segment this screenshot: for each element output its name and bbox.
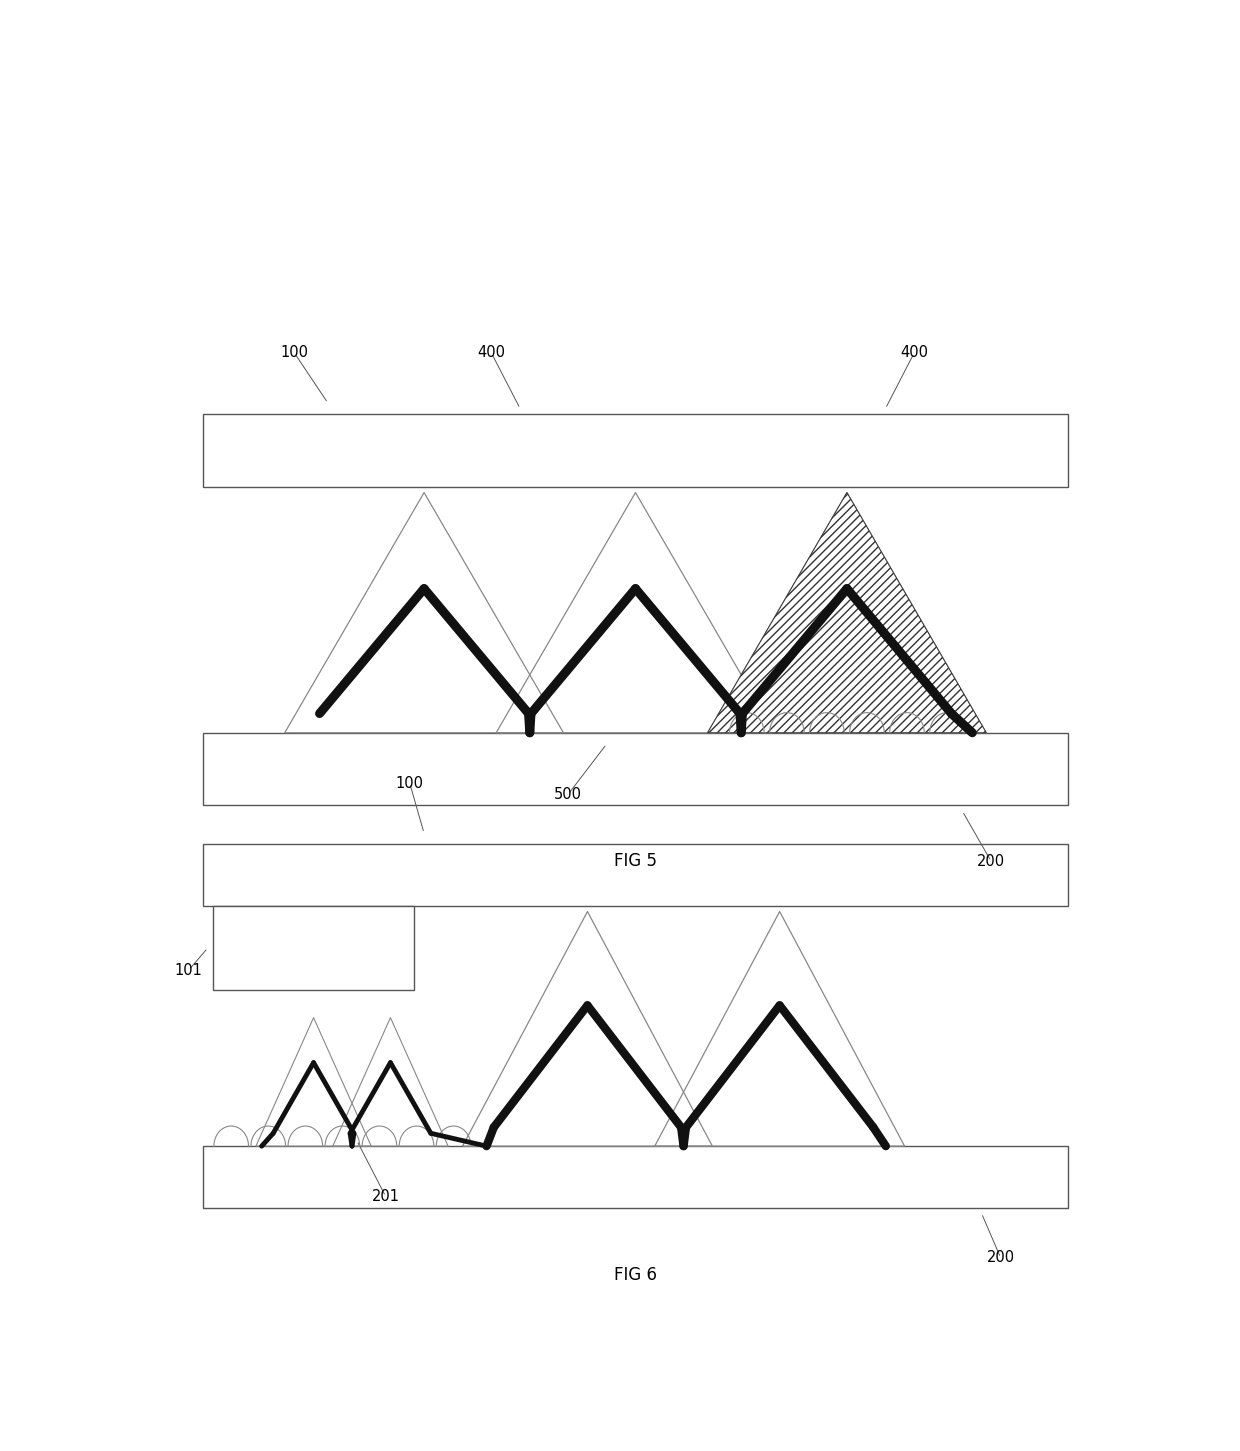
Text: FIG 5: FIG 5 (614, 852, 657, 871)
Text: 201: 201 (372, 1188, 399, 1204)
Bar (213, 905, 414, 990)
Bar (203, 1146, 1068, 1207)
Text: 200: 200 (987, 1251, 1014, 1265)
Bar (203, 733, 1068, 805)
Bar (203, 415, 1068, 488)
Text: 500: 500 (554, 786, 583, 802)
Text: 400: 400 (477, 345, 506, 360)
Text: 400: 400 (900, 345, 929, 360)
Bar (203, 844, 1068, 905)
Text: 100: 100 (396, 775, 424, 791)
Text: 101: 101 (175, 962, 202, 978)
Polygon shape (708, 492, 986, 733)
Text: 200: 200 (977, 853, 1006, 869)
Text: FIG 6: FIG 6 (614, 1265, 657, 1284)
Text: 100: 100 (280, 345, 309, 360)
